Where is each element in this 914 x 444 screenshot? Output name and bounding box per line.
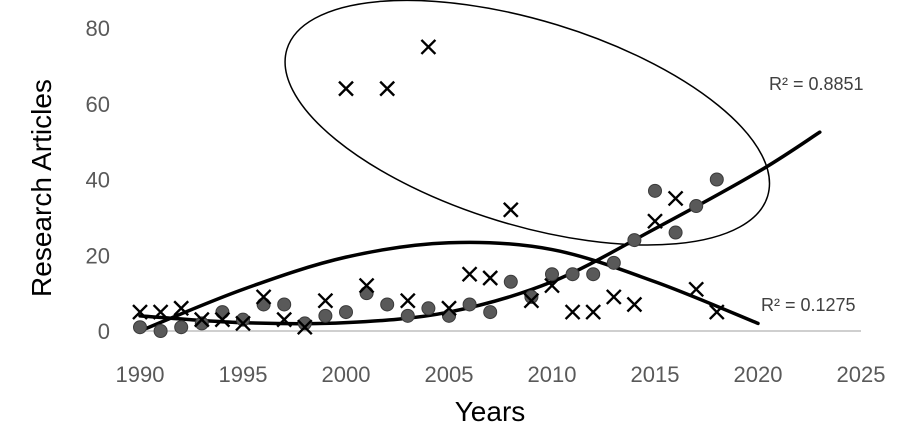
data-point-circle bbox=[380, 297, 395, 312]
x-tick-label: 1995 bbox=[219, 362, 268, 387]
data-point-x bbox=[276, 311, 293, 328]
outlier-ellipse bbox=[284, 0, 771, 246]
data-point-circle bbox=[627, 233, 642, 248]
data-point-circle bbox=[339, 305, 353, 320]
data-point-circle bbox=[277, 297, 292, 312]
data-point-x bbox=[647, 213, 663, 230]
data-point-x bbox=[338, 80, 354, 97]
data-point-circle bbox=[462, 297, 477, 312]
data-point-x bbox=[193, 311, 210, 328]
data-point-x bbox=[441, 300, 457, 317]
data-point-x bbox=[544, 277, 560, 294]
data-point-circle bbox=[709, 172, 724, 187]
r-squared-label-x-series: R² = 0.1275 bbox=[761, 295, 856, 315]
data-point-x bbox=[379, 80, 396, 97]
y-tick-label: 40 bbox=[86, 168, 110, 193]
data-point-circle bbox=[194, 316, 209, 331]
data-point-circle bbox=[689, 199, 704, 214]
data-point-circle bbox=[503, 274, 518, 289]
data-point-x bbox=[708, 304, 725, 320]
y-axis-title: Research Articles bbox=[26, 79, 57, 297]
data-point-circle bbox=[606, 255, 621, 270]
data-point-x bbox=[564, 304, 581, 320]
trendlines bbox=[138, 130, 822, 333]
data-point-circle bbox=[545, 267, 559, 282]
data-point-x bbox=[317, 292, 334, 309]
r-squared-labels: R² = 0.8851 R² = 0.1275 bbox=[761, 74, 864, 315]
data-point-circle bbox=[483, 305, 498, 320]
data-point-circle bbox=[421, 301, 436, 316]
data-point-x bbox=[688, 281, 705, 298]
data-point-x bbox=[235, 315, 251, 332]
trendline-circle-series bbox=[138, 130, 822, 326]
data-point-circle bbox=[565, 267, 580, 282]
y-tick-label: 20 bbox=[86, 243, 110, 268]
data-point-x bbox=[173, 300, 190, 317]
data-point-x bbox=[255, 289, 272, 305]
data-point-x bbox=[523, 292, 540, 309]
data-point-x bbox=[461, 266, 478, 283]
data-point-x bbox=[605, 289, 622, 305]
data-point-x bbox=[585, 304, 602, 320]
data-point-circle bbox=[174, 320, 189, 335]
y-tick-labels: 0 20 40 60 80 bbox=[86, 16, 110, 344]
x-axis-title: Years bbox=[455, 396, 526, 427]
data-point-circle bbox=[524, 289, 539, 304]
data-point-circle bbox=[586, 267, 601, 282]
data-point-x bbox=[482, 270, 499, 286]
x-tick-label: 2025 bbox=[837, 362, 886, 387]
data-point-x bbox=[420, 39, 437, 55]
data-point-circle bbox=[318, 308, 333, 323]
annotations bbox=[284, 0, 771, 246]
x-tick-label: 2015 bbox=[631, 362, 680, 387]
data-point-circle bbox=[400, 308, 415, 323]
data-point-x bbox=[132, 304, 148, 320]
x-tick-label: 1990 bbox=[116, 362, 165, 387]
data-point-x bbox=[214, 311, 231, 328]
data-point-circle bbox=[236, 312, 250, 327]
data-point-x bbox=[152, 304, 169, 320]
data-point-x bbox=[502, 201, 519, 218]
r-squared-label-circle-series: R² = 0.8851 bbox=[769, 74, 864, 94]
data-point-circle bbox=[133, 320, 147, 335]
data-point-x bbox=[626, 296, 643, 313]
y-tick-label: 60 bbox=[86, 92, 110, 117]
data-point-circle bbox=[668, 225, 683, 240]
x-tick-label: 2020 bbox=[734, 362, 783, 387]
y-tick-label: 0 bbox=[98, 319, 110, 344]
x-tick-labels: 1990 1995 2000 2005 2010 2015 2020 2025 bbox=[116, 362, 886, 387]
x-tick-label: 2000 bbox=[322, 362, 371, 387]
data-point-circle bbox=[153, 324, 168, 338]
trendline-x-series bbox=[138, 240, 760, 333]
data-point-x bbox=[358, 277, 375, 294]
data-point-x bbox=[667, 190, 684, 207]
data-point-x bbox=[296, 319, 313, 336]
x-tick-label: 2005 bbox=[425, 362, 474, 387]
data-point-circle bbox=[297, 316, 312, 331]
data-point-circle bbox=[648, 183, 662, 198]
data-points bbox=[132, 39, 725, 338]
data-point-x bbox=[399, 292, 416, 309]
y-tick-label: 80 bbox=[86, 16, 110, 41]
x-tick-label: 2010 bbox=[528, 362, 577, 387]
